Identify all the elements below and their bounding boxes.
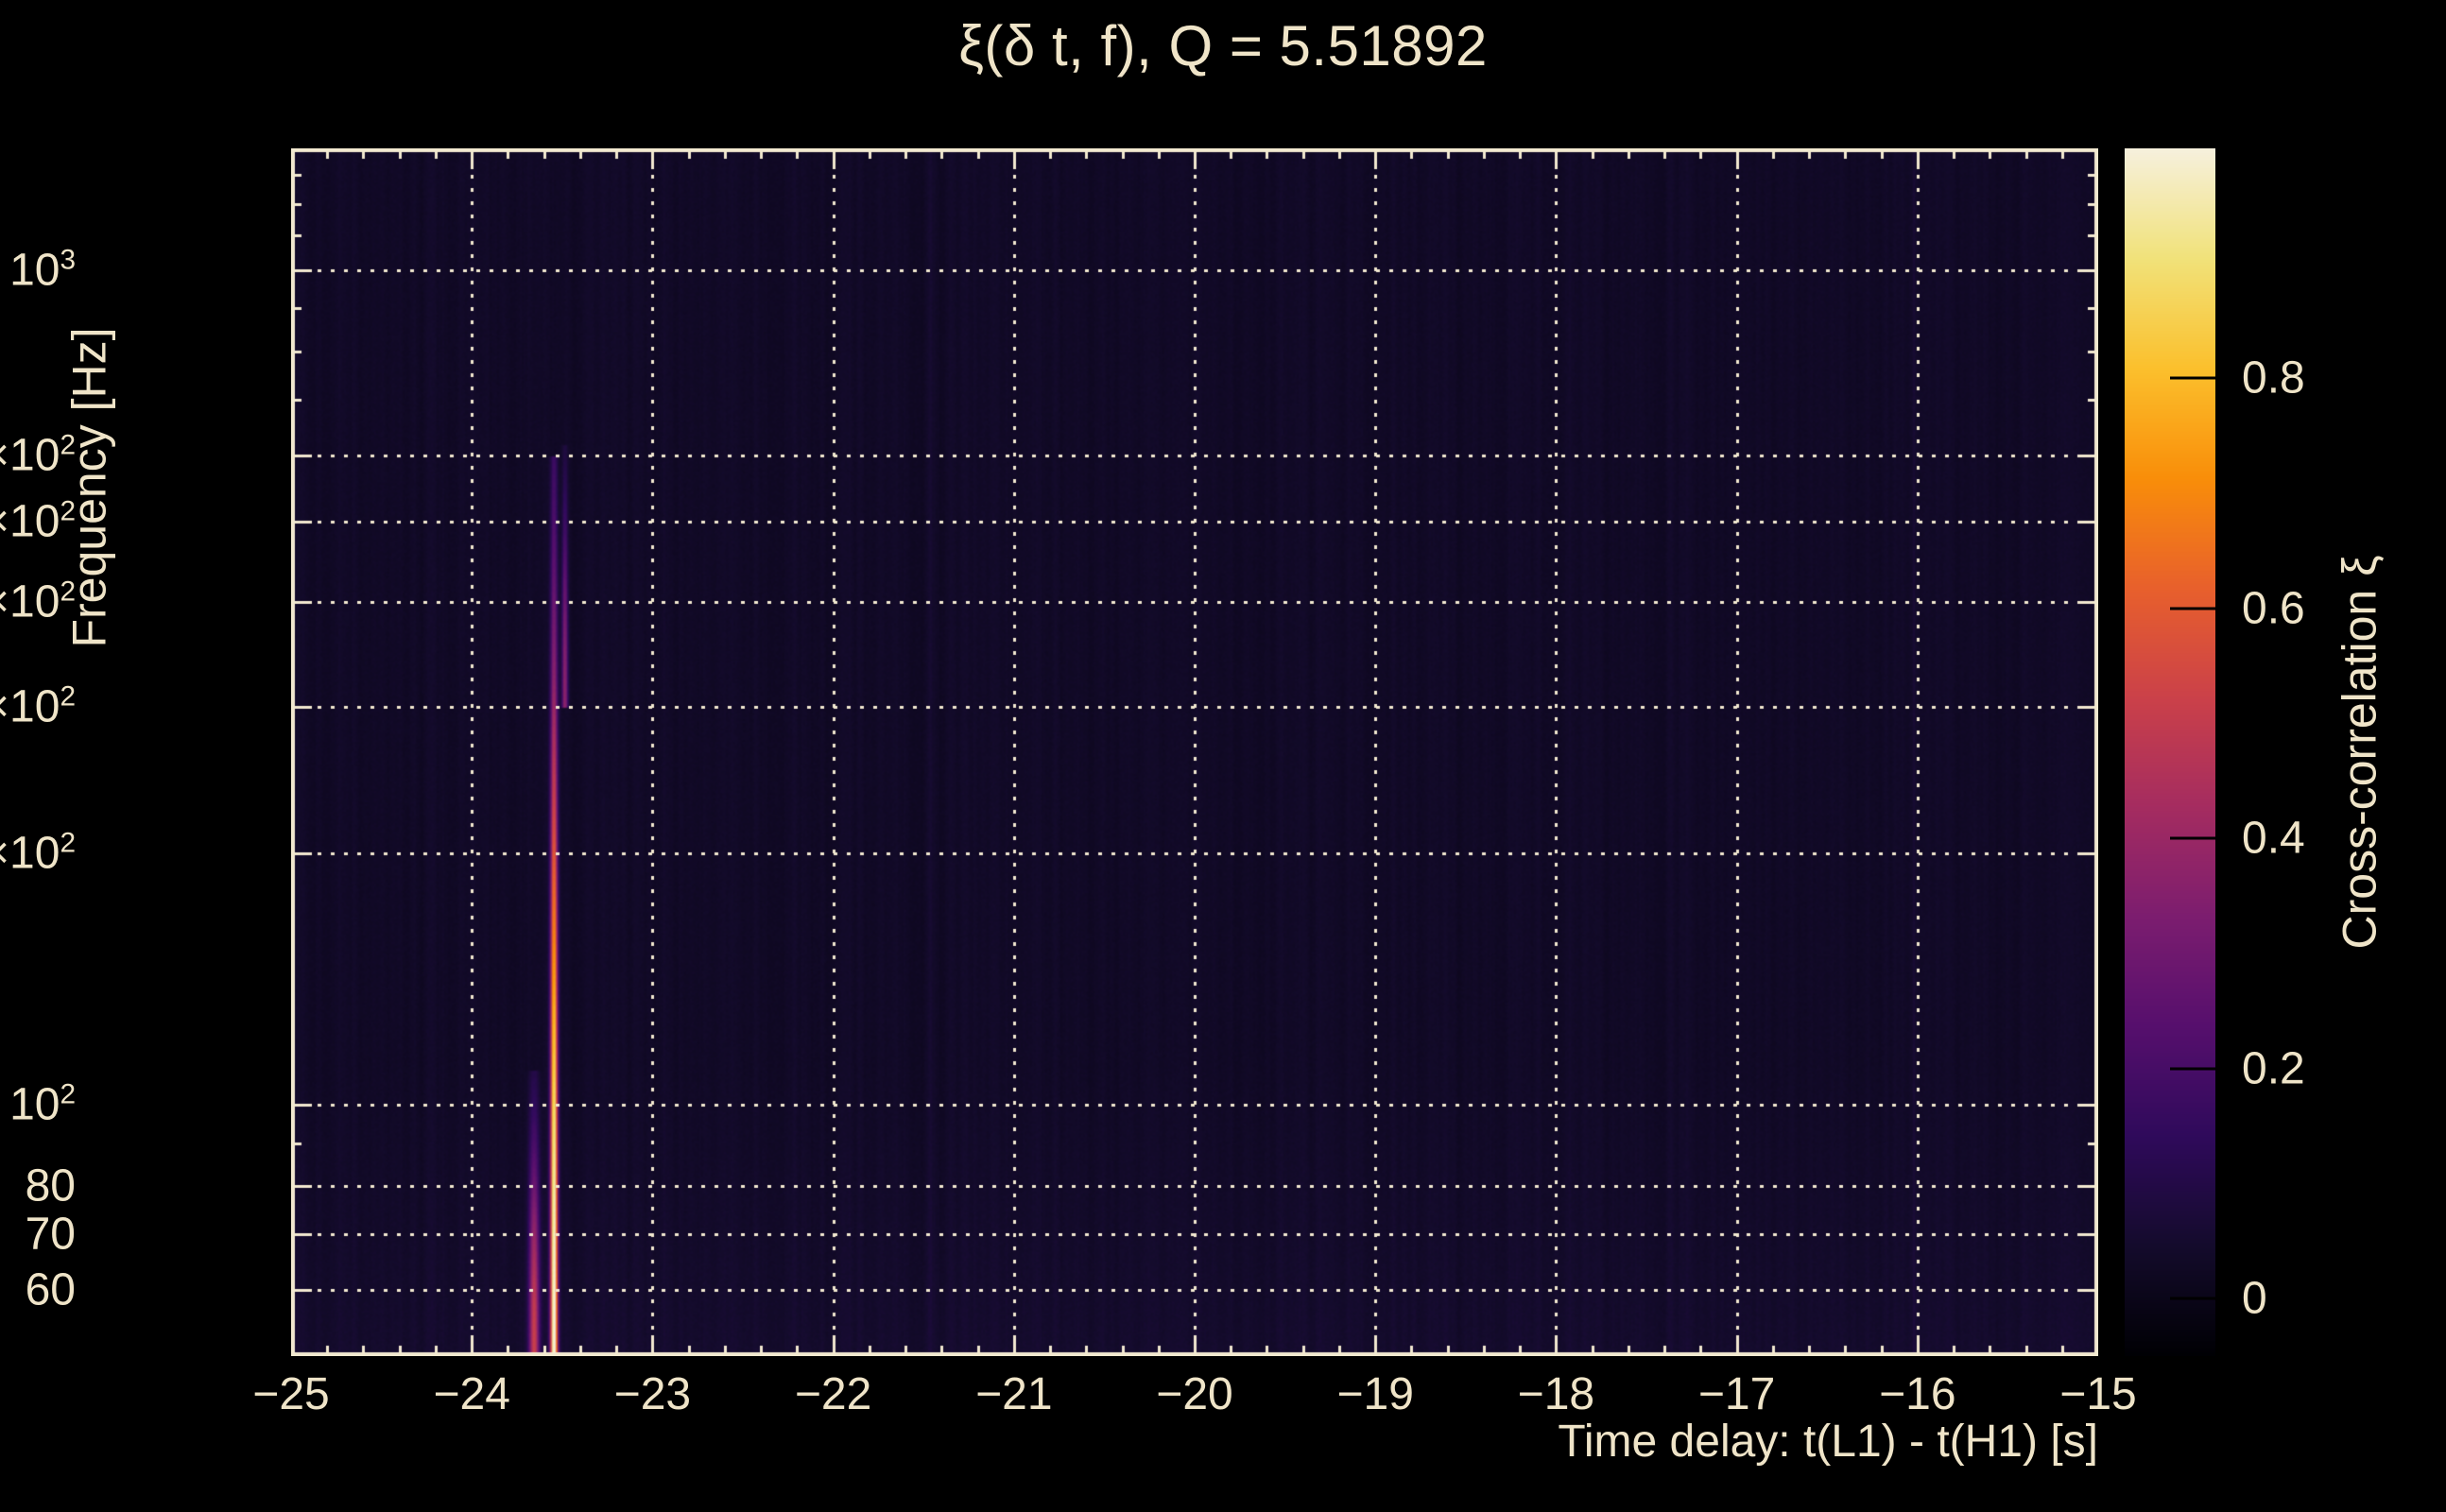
- colorbar-tick-mark: [2170, 376, 2215, 380]
- x-axis-tick-label: −22: [794, 1369, 872, 1419]
- y-axis-tick-label: 6×102: [0, 429, 76, 481]
- colorbar: [2125, 148, 2215, 1356]
- x-axis-tick-label: −20: [1156, 1369, 1233, 1419]
- y-axis-tick-label: 70: [25, 1209, 76, 1260]
- colorbar-tick-label: 0.4: [2242, 813, 2305, 864]
- spectrogram-image: [291, 148, 2098, 1356]
- colorbar-tick-mark: [2170, 1297, 2215, 1300]
- spectrogram-plot-area: [291, 148, 2098, 1356]
- x-axis-tick-label: −24: [433, 1369, 510, 1419]
- x-axis-title: Time delay: t(L1) - t(H1) [s]: [1558, 1417, 2098, 1467]
- colorbar-tick-mark: [2170, 836, 2215, 840]
- colorbar-tick-label: 0: [2242, 1273, 2267, 1324]
- colorbar-title: Cross-correlation ξ: [2331, 148, 2387, 1356]
- y-axis-tick-label: 103: [9, 244, 76, 296]
- colorbar-tick-label: 0.8: [2242, 352, 2305, 404]
- y-axis-tick-label: 5×102: [0, 495, 76, 547]
- x-axis-tick-label: −15: [2059, 1369, 2137, 1419]
- x-axis-tick-label: −18: [1517, 1369, 1595, 1419]
- x-axis-tick-label: −23: [613, 1369, 692, 1419]
- y-axis-tick-label: 102: [9, 1078, 76, 1130]
- page-title: ξ(δ t, f), Q = 5.51892: [958, 14, 1488, 77]
- colorbar-tick-label: 0.6: [2242, 583, 2305, 634]
- y-axis-tick-label: 2×102: [0, 827, 76, 879]
- x-axis-tick-label: −19: [1336, 1369, 1414, 1419]
- y-axis-tick-label: 80: [25, 1160, 76, 1211]
- x-axis-tick-label: −25: [252, 1369, 330, 1419]
- x-axis-tick-label: −17: [1697, 1369, 1776, 1419]
- colorbar-tick-mark: [2170, 1067, 2215, 1071]
- x-axis-tick-label: −21: [975, 1369, 1053, 1419]
- colorbar-tick-label: 0.2: [2242, 1043, 2305, 1094]
- y-axis-tick-label: 4×102: [0, 576, 76, 627]
- colorbar-tick-mark: [2170, 607, 2215, 610]
- y-axis-tick-label: 3×102: [0, 680, 76, 732]
- x-axis-tick-label: −16: [1879, 1369, 1956, 1419]
- colorbar-title-text: Cross-correlation ξ: [2333, 555, 2386, 950]
- y-axis-tick-label: 60: [25, 1264, 76, 1315]
